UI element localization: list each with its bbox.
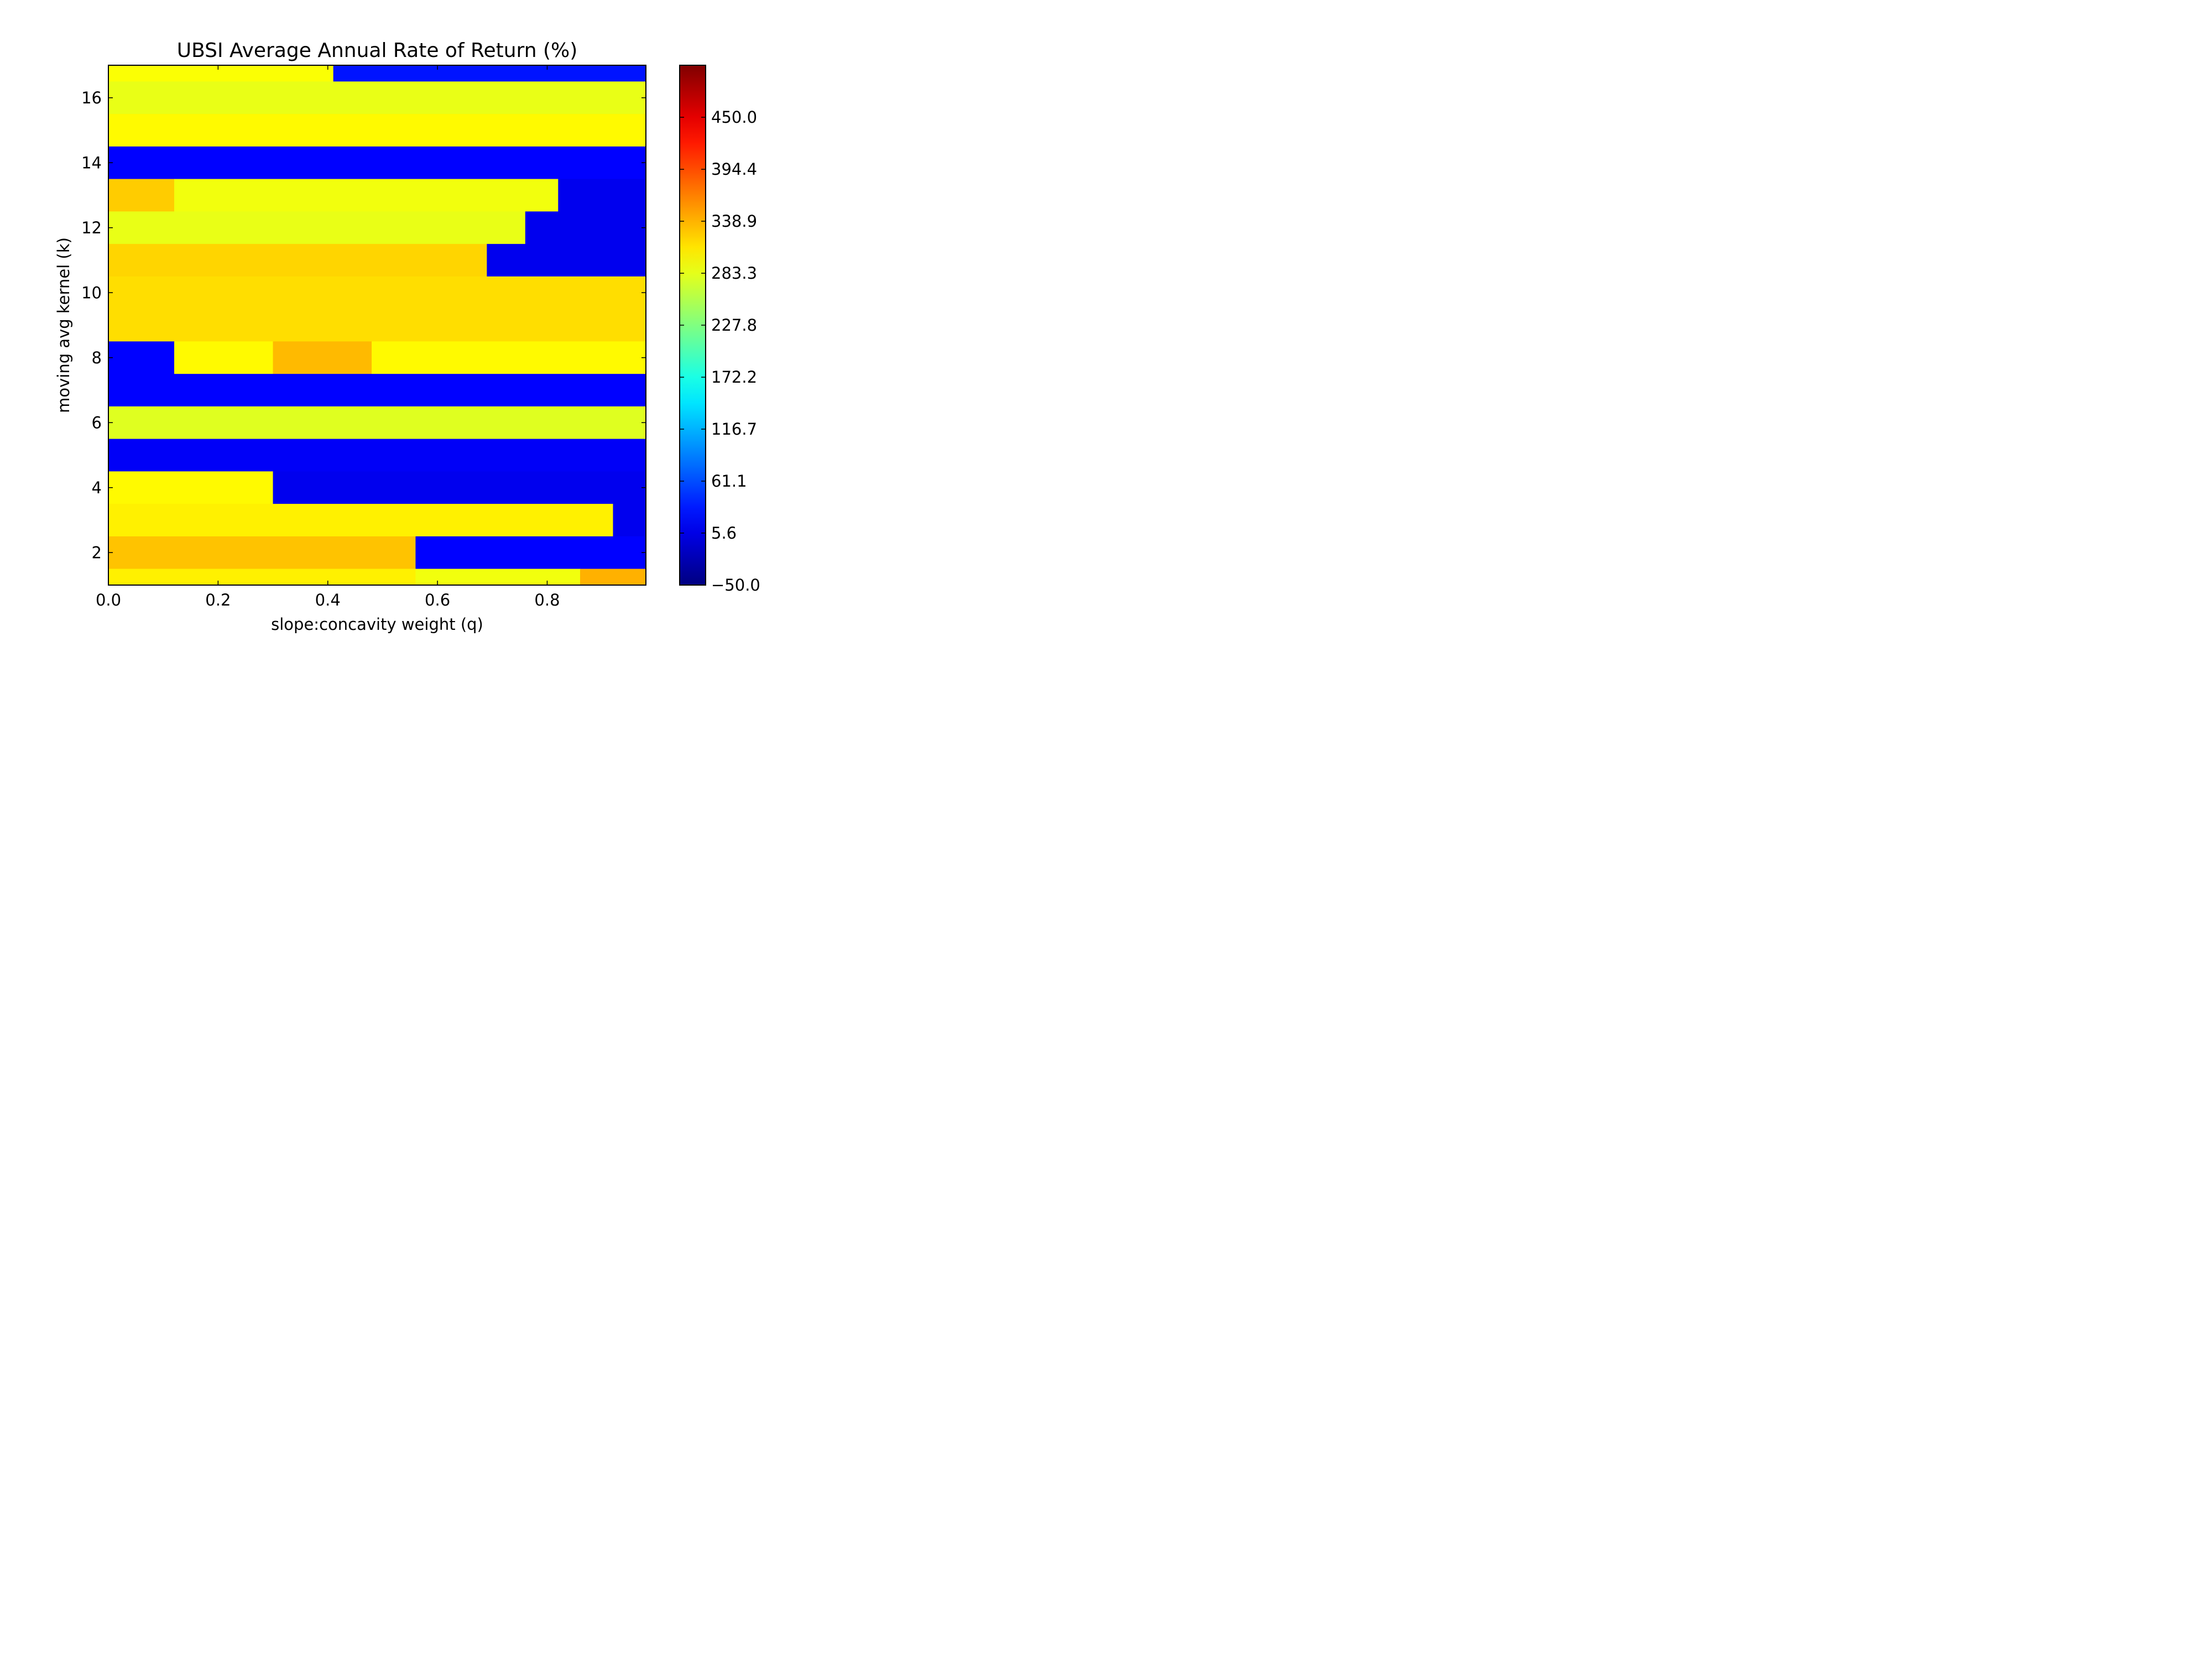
x-tick-label: 0.8 (534, 591, 560, 609)
heatmap-cell-k8-1 (174, 341, 274, 374)
heatmap-cell-k16-0 (108, 81, 646, 114)
colorbar-tick-label: 116.7 (711, 420, 757, 439)
heatmap-cell-k6-0 (108, 406, 646, 440)
colorbar-tick-label: 450.0 (711, 108, 757, 127)
heatmap-cell-k13-2 (558, 179, 646, 212)
heatmap-cell-k2-1 (415, 536, 646, 570)
heatmap-cell-k5-0 (108, 439, 646, 472)
heatmap-cell-k3-0 (108, 504, 614, 537)
heatmap-cell-k10-0 (108, 276, 646, 310)
y-axis-ticks: 2 4 6 8 10 12 14 16 (81, 88, 646, 562)
x-axis-label: slope:concavity weight (q) (271, 615, 483, 634)
y-tick-label: 10 (81, 283, 102, 302)
heatmap-cell-k11-1 (487, 244, 646, 277)
heatmap-cell-k14-0 (108, 146, 646, 180)
heatmap-cell-k1-2 (580, 568, 646, 585)
heatmap-cell-k7-0 (108, 374, 646, 407)
heatmap-cell-k13-1 (174, 179, 559, 212)
x-axis-ticks: 0.0 0.2 0.4 0.6 0.8 (96, 65, 560, 609)
heatmap-cell-k11-0 (108, 244, 487, 277)
heatmap-cell-k2-0 (108, 536, 416, 570)
heatmap-cell-k12-1 (525, 211, 646, 244)
y-tick-label: 8 (92, 348, 102, 367)
colorbar-tick-label: 172.2 (711, 368, 757, 387)
colorbar-tick-label: 61.1 (711, 472, 747, 491)
y-tick-label: 2 (92, 543, 102, 562)
x-tick-label: 0.0 (96, 591, 121, 609)
heatmap-cell-k13-0 (108, 179, 175, 212)
y-tick-label: 12 (81, 218, 102, 237)
heatmap-cell-k8-3 (372, 341, 646, 374)
y-tick-label: 4 (92, 478, 102, 497)
colorbar-tick-label: 338.9 (711, 212, 757, 231)
heatmap-cells (108, 65, 646, 585)
colorbar-tick-label: 283.3 (711, 264, 757, 283)
y-tick-label: 16 (81, 88, 102, 107)
heatmap-cell-k9-0 (108, 309, 646, 342)
plot-area (108, 65, 646, 586)
heatmap-chart: UBSI Average Annual Rate of Return (%) 0… (54, 39, 760, 634)
heatmap-cell-k4-1 (273, 471, 646, 504)
heatmap-cell-k1-1 (415, 568, 581, 585)
colorbar: −50.0 5.6 61.1 116.7 172.2 227.8 283.3 338.9 394… (679, 65, 760, 594)
colorbar-tick-label: −50.0 (711, 576, 760, 594)
x-tick-label: 0.6 (425, 591, 450, 609)
heatmap-cell-k8-2 (273, 341, 372, 374)
colorbar-ticks: −50.0 5.6 61.1 116.7 172.2 227.8 283.3 338.9 394… (680, 108, 760, 594)
heatmap-cell-k17-1 (333, 65, 646, 82)
heatmap-cell-k1-0 (108, 568, 416, 585)
heatmap-cell-k8-0 (108, 341, 175, 374)
y-axis-label: moving avg kernel (k) (54, 237, 73, 413)
x-tick-label: 0.2 (205, 591, 231, 609)
heatmap-cell-k15-0 (108, 114, 646, 147)
chart-title: UBSI Average Annual Rate of Return (%) (177, 39, 578, 62)
heatmap-cell-k17-0 (108, 65, 334, 82)
x-tick-label: 0.4 (315, 591, 341, 609)
heatmap-cell-k4-0 (108, 471, 274, 504)
y-tick-label: 14 (81, 153, 102, 172)
plot-frame (108, 65, 646, 586)
colorbar-tick-label: 227.8 (711, 316, 757, 335)
colorbar-tick-label: 5.6 (711, 524, 737, 542)
y-tick-label: 6 (92, 413, 102, 432)
colorbar-tick-label: 394.4 (711, 160, 757, 179)
heatmap-cell-k12-0 (108, 211, 526, 244)
heatmap-cell-k3-1 (613, 504, 646, 537)
